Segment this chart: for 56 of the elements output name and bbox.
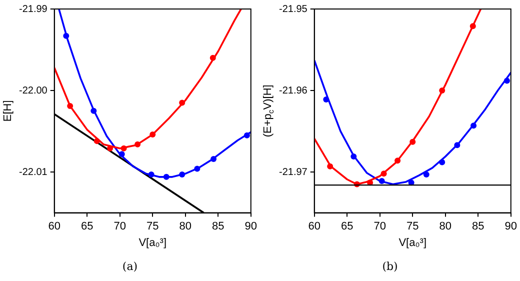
x-axis-title: V[a₀³] <box>138 236 167 249</box>
point <box>470 23 476 30</box>
point <box>163 174 170 180</box>
x-tick-label: 65 <box>340 220 354 232</box>
point <box>120 145 127 152</box>
point <box>63 32 70 39</box>
text: (a) <box>121 260 139 273</box>
point <box>94 138 100 144</box>
y-tick-label: -21.97 <box>278 166 308 178</box>
x-tick-label: 60 <box>48 220 60 232</box>
x-tick-label: 70 <box>374 220 386 232</box>
x-tick-label: 80 <box>439 220 452 232</box>
point <box>244 132 250 138</box>
point <box>194 166 200 172</box>
point <box>179 171 186 178</box>
point <box>394 158 401 164</box>
point <box>210 54 216 61</box>
point <box>504 78 510 84</box>
point <box>439 159 446 166</box>
point <box>439 88 446 94</box>
point <box>350 154 357 160</box>
point <box>454 142 460 148</box>
x-tick-label: 85 <box>212 220 224 232</box>
point <box>179 100 186 106</box>
x-tick-label: 75 <box>406 220 419 232</box>
point <box>148 171 154 178</box>
point <box>134 141 141 148</box>
x-tick-label: 65 <box>80 220 94 232</box>
text: (b) <box>381 260 399 273</box>
point <box>423 171 430 178</box>
y-tick-label: -22.01 <box>18 166 48 178</box>
x-tick-label: 75 <box>146 220 159 232</box>
y-tick-label: -21.95 <box>278 4 308 15</box>
point <box>327 163 334 170</box>
x-tick-label: 90 <box>244 220 258 232</box>
y-axis-title: E[H] <box>2 100 14 122</box>
x-tick-label: 80 <box>179 220 192 232</box>
y-tick-label: -21.96 <box>278 85 308 96</box>
point <box>378 178 385 184</box>
y-tick-label: -21.99 <box>18 4 48 15</box>
point <box>323 96 330 102</box>
point <box>150 132 156 138</box>
point <box>210 156 217 162</box>
point <box>118 151 125 158</box>
x-tick-label: 70 <box>114 220 126 232</box>
point <box>380 170 387 177</box>
x-tick-label: 90 <box>504 220 518 232</box>
point <box>90 108 97 114</box>
x-tick-label: 85 <box>472 220 484 232</box>
point <box>107 145 114 152</box>
x-axis-title: V[a₀³] <box>398 236 427 249</box>
x-tick-label: 60 <box>308 220 320 232</box>
point <box>410 138 416 145</box>
point <box>470 122 477 129</box>
point <box>67 103 74 110</box>
y-tick-label: -22.00 <box>18 85 48 96</box>
